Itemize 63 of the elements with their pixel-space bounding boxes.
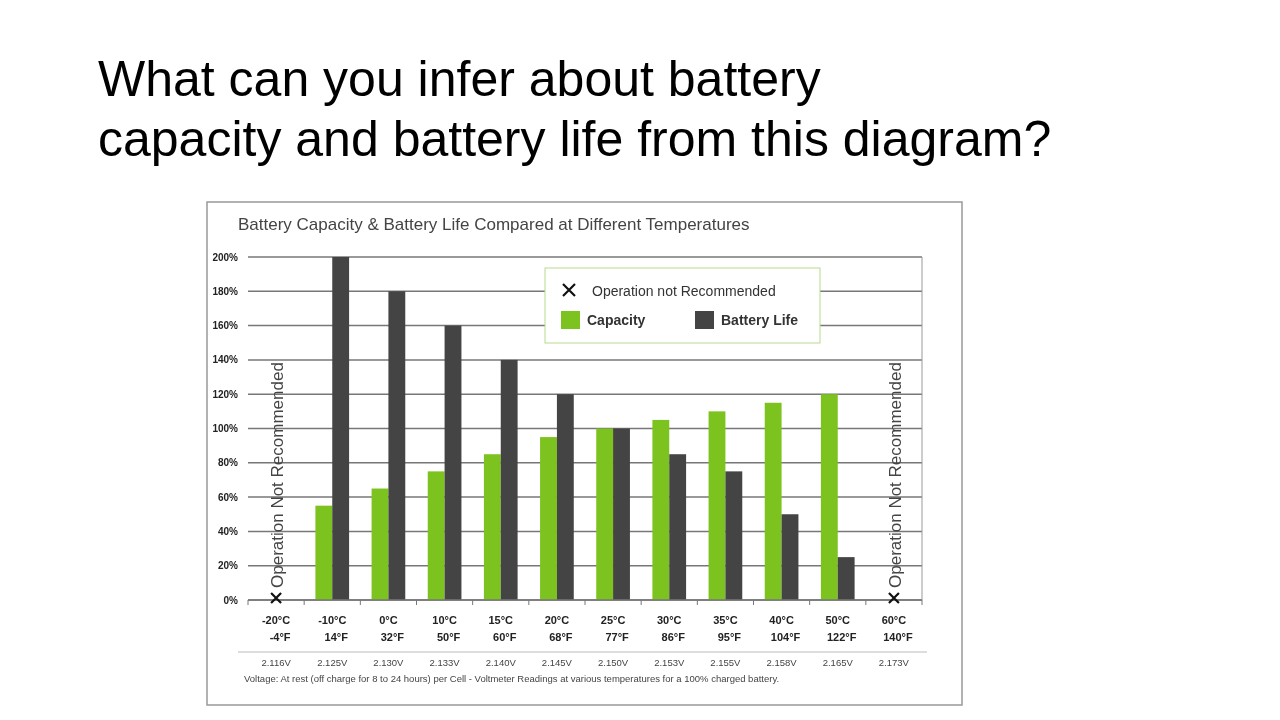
bar: [837, 557, 855, 600]
text: 2.165V: [822, 657, 854, 668]
chart-title: What can you infer about battery capacity and battery life from this diagram?: [98, 51, 1052, 167]
text: 2.173V: [878, 657, 910, 668]
bar: [556, 394, 574, 600]
text: 2.145V: [541, 657, 573, 668]
x-tick-label: 10°C 50°F: [432, 614, 461, 643]
bar: [483, 454, 501, 600]
bar: [427, 471, 445, 600]
bar: [371, 488, 389, 600]
annotation: Operation Not Recommended: [885, 362, 905, 588]
x-tick-label: 30°C 86°F: [656, 614, 686, 643]
bar: [500, 359, 518, 600]
y-tick-label: 60%: [217, 491, 239, 503]
text: 2.150V: [598, 657, 629, 668]
bar: [708, 411, 726, 600]
bar: [652, 419, 670, 600]
y-tick-label: 0%: [223, 594, 239, 606]
text: 2.153V: [654, 657, 685, 668]
text: 2.155V: [710, 657, 742, 668]
y-tick-label: 20%: [217, 560, 239, 572]
bar: [444, 325, 462, 600]
legend-label: Battery Life: [721, 312, 799, 328]
text: 2.125V: [317, 657, 348, 668]
y-tick-label: 140%: [212, 354, 239, 366]
annotation: Operation Not Recommended: [268, 362, 288, 588]
y-tick-label: 160%: [212, 320, 239, 332]
text: 2.133V: [429, 657, 461, 668]
y-tick-label: 80%: [217, 457, 239, 469]
bar: [725, 471, 743, 600]
x-tick-label: 20°C 68°F: [544, 614, 573, 643]
annotation: Operation not Recommended: [592, 283, 776, 299]
text: 2.158V: [766, 657, 798, 668]
x-tick-label: 25°C 77°F: [600, 614, 630, 643]
bar: [764, 402, 782, 600]
bar: [332, 257, 350, 600]
text: 2.140V: [485, 657, 517, 668]
text: 2.116V: [261, 657, 292, 668]
x-tick-label: 15°C 60°F: [488, 614, 517, 643]
x-tick-label: -10°C 14°F: [318, 614, 349, 643]
y-tick-label: 200%: [212, 251, 239, 263]
x-tick-label: 0°C 32°F: [379, 614, 405, 643]
bar: [820, 394, 838, 600]
x-tick-label: 40°C 104°F: [769, 614, 801, 643]
y-tick-label: 100%: [212, 423, 239, 434]
bar: [540, 437, 557, 600]
bar: [596, 428, 614, 600]
bar: [781, 514, 799, 600]
text: Voltage: At rest (off charge for 8 to 24 hours) per Cell - Voltmeter Readings at various temperatures for a 100% charged battery.: [244, 673, 780, 684]
bar: [669, 454, 687, 600]
y-tick-label: 40%: [217, 525, 239, 537]
x-tick-label: 35°C 95°F: [713, 614, 742, 643]
y-tick-label: 120%: [212, 388, 239, 400]
bar: [315, 505, 333, 600]
text: 2.130V: [373, 657, 405, 668]
x-tick-label: 50°C 122°F: [825, 614, 857, 643]
chart-subtitle: Battery Capacity & Battery Life Compared at Different Temperatures: [238, 215, 750, 234]
legend-label: Capacity: [587, 312, 646, 328]
y-tick-label: 180%: [212, 285, 239, 297]
x-tick-label: -20°C -4°F: [261, 614, 291, 643]
x-tick-label: 60°C 140°F: [881, 614, 913, 643]
bar: [613, 428, 630, 600]
bar: [388, 291, 406, 600]
